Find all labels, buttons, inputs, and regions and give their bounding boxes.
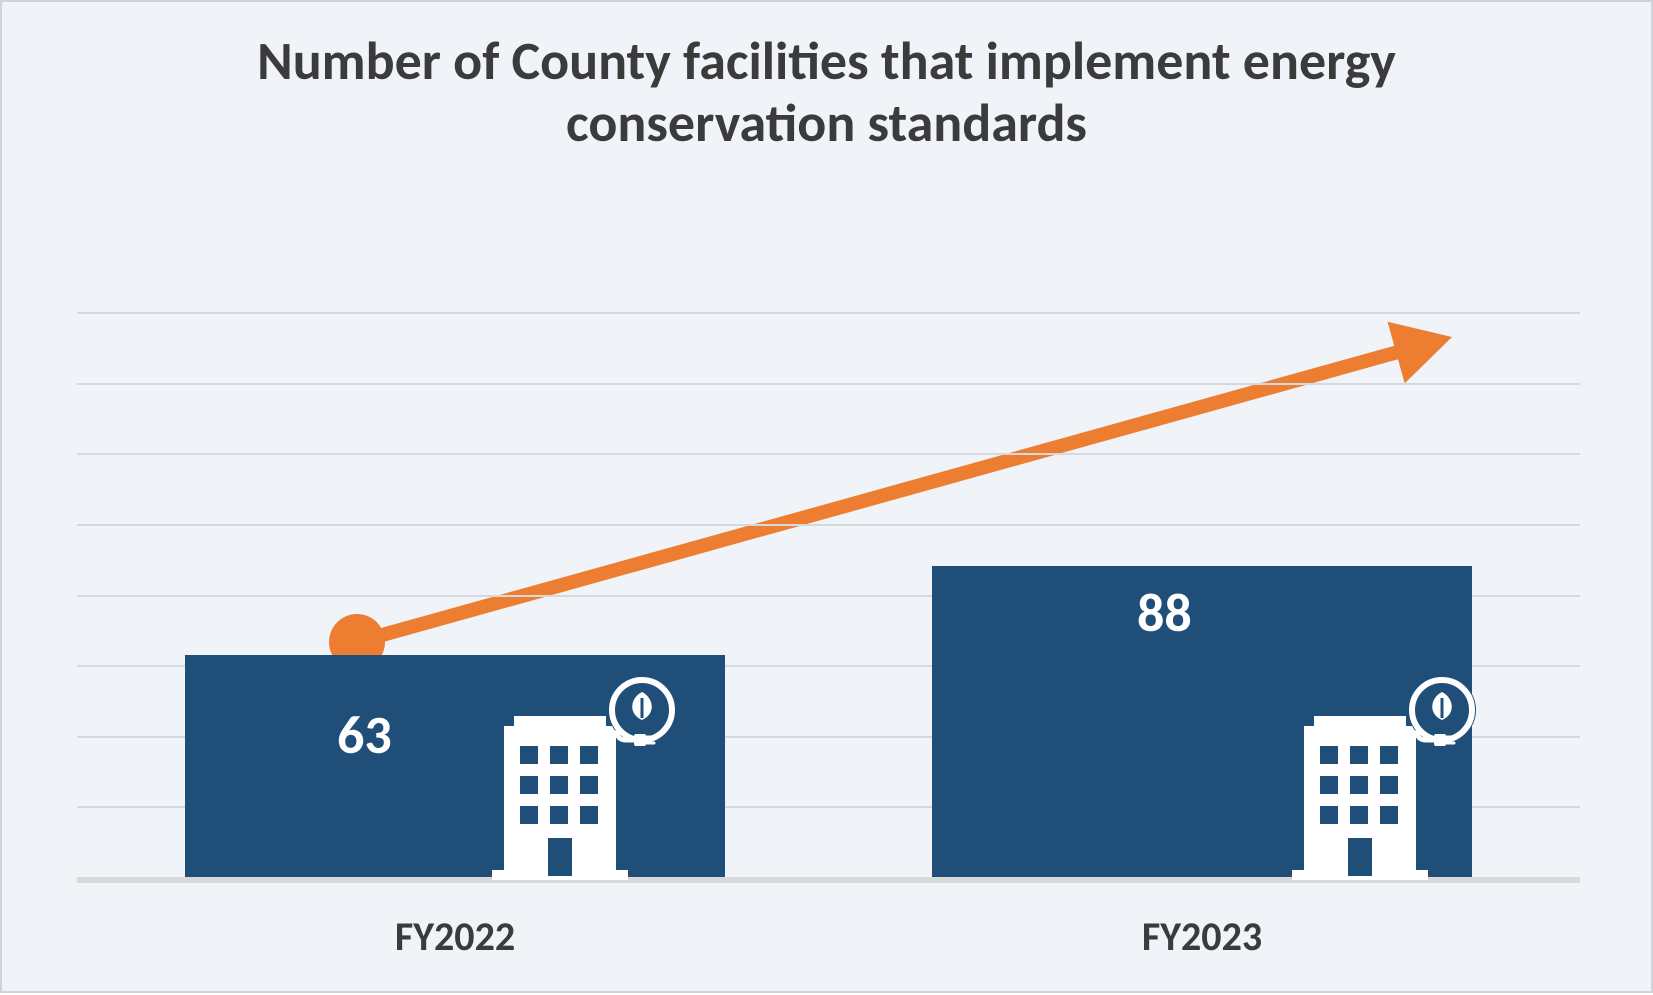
bar-value-label: 63	[337, 702, 392, 768]
building-eco-icon	[1262, 660, 1482, 880]
gridline	[77, 453, 1580, 455]
building-eco-icon	[462, 660, 682, 885]
gridline	[77, 312, 1580, 314]
chart-title: Number of County facilities that impleme…	[2, 30, 1651, 154]
building-eco-icon	[462, 660, 682, 880]
building-eco-icon	[1262, 660, 1482, 885]
gridline	[77, 383, 1580, 385]
chart-card: Number of County facilities that impleme…	[0, 0, 1653, 993]
gridline	[77, 524, 1580, 526]
x-axis-label: FY2023	[932, 912, 1472, 961]
x-axis-label: FY2022	[185, 912, 725, 961]
bar-value-label: 88	[1137, 580, 1192, 646]
